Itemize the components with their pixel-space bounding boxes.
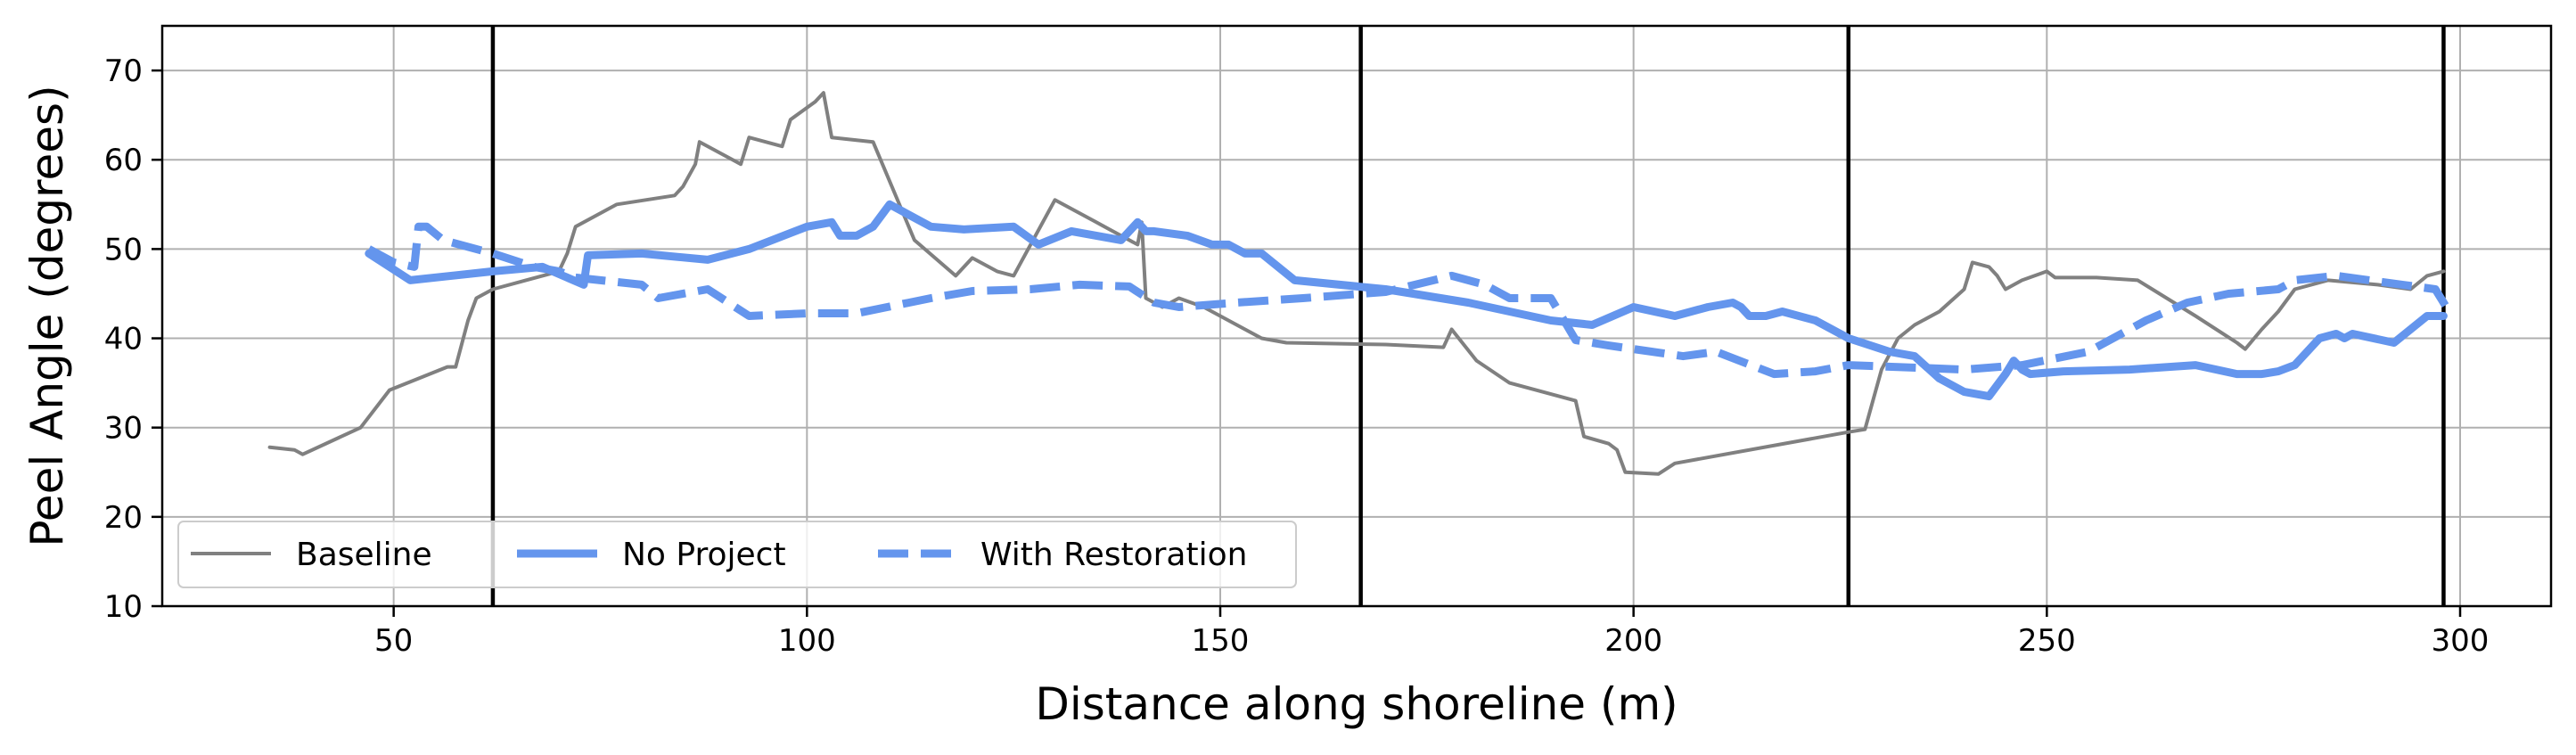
plot-frame bbox=[160, 24, 2553, 608]
y-tick-label-60: 60 bbox=[104, 143, 143, 178]
x-tick-label-50: 50 bbox=[374, 623, 413, 659]
y-tick-label-20: 20 bbox=[104, 500, 143, 536]
x-tick-label-100: 100 bbox=[778, 623, 836, 659]
x-tick-label-150: 150 bbox=[1192, 623, 1250, 659]
legend-box bbox=[177, 521, 1297, 588]
x-tick-label-200: 200 bbox=[1604, 623, 1662, 659]
y-tick-label-10: 10 bbox=[104, 589, 143, 625]
y-axis-label: Peel Angle (degrees) bbox=[21, 85, 73, 546]
legend: Baseline No Project With Restoration bbox=[177, 521, 1297, 588]
legend-label-baseline: Baseline bbox=[296, 537, 432, 573]
series-line-no-project bbox=[365, 200, 2448, 401]
y-tick-label-50: 50 bbox=[104, 232, 143, 267]
x-axis-label: Distance along shoreline (m) bbox=[1035, 678, 1678, 730]
series-line-with-restoration bbox=[366, 222, 2456, 379]
y-tick-label-70: 70 bbox=[104, 53, 143, 89]
y-tick-label-40: 40 bbox=[104, 322, 143, 357]
y-tick-label-30: 30 bbox=[104, 411, 143, 447]
axis-ticks: 50 100 150 200 250 300 10 20 30 40 50 60 70 bbox=[104, 53, 2490, 659]
x-tick-label-250: 250 bbox=[2018, 623, 2076, 659]
x-tick-label-300: 300 bbox=[2432, 623, 2490, 659]
series-lines bbox=[267, 91, 2456, 476]
legend-label-with-restoration: With Restoration bbox=[980, 537, 1247, 573]
legend-label-no-project: No Project bbox=[622, 537, 786, 573]
